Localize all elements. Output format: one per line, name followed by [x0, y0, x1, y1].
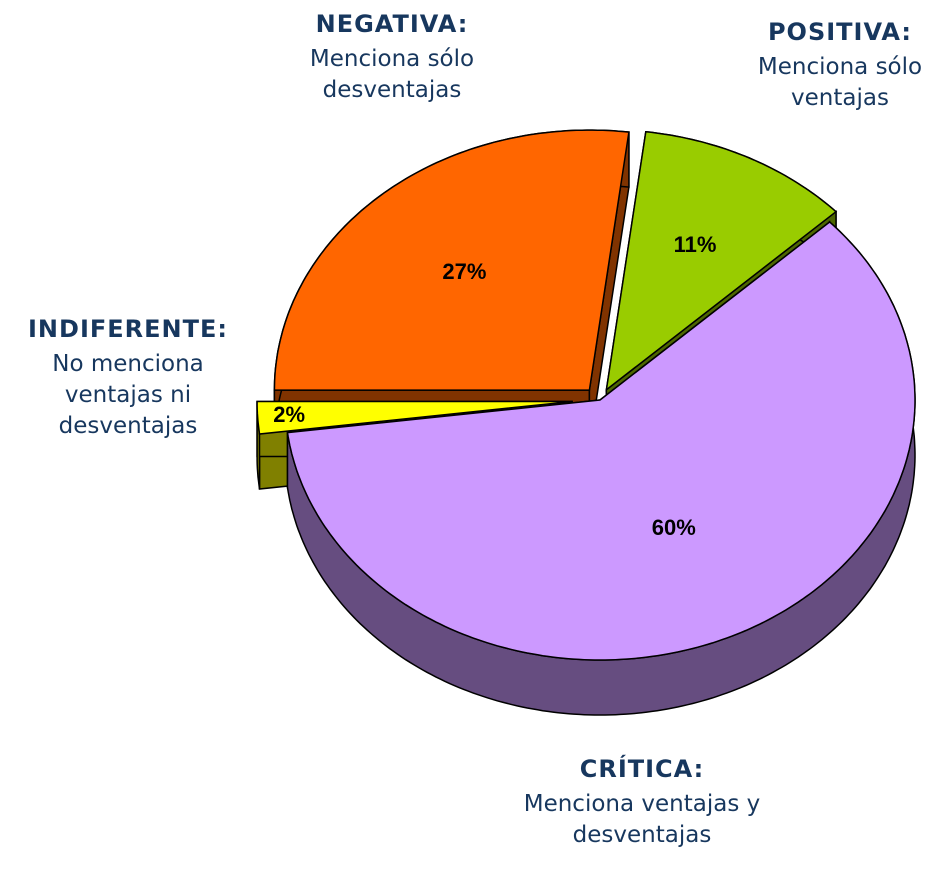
category-label: INDIFERENTE: No menciona ventajas ni desv… [28, 315, 228, 442]
data-label: 11% [674, 232, 717, 257]
data-label: 2% [273, 402, 305, 427]
category-label: NEGATIVA: Menciona sólo desventajas [277, 10, 507, 106]
data-label: 27% [442, 259, 486, 284]
category-name: NEGATIVA: [315, 10, 469, 38]
category-label: CRÍTICA: Menciona ventajas y desventajas [482, 755, 802, 851]
category-description: Menciona sólo desventajas [309, 46, 475, 103]
category-description: Menciona sólo ventajas [757, 54, 923, 111]
slice [273, 129, 630, 391]
category-name: INDIFERENTE: [28, 315, 228, 343]
category-label: POSITIVA: Menciona sólo ventajas [740, 18, 940, 114]
category-name: POSITIVA: [767, 18, 913, 46]
category-name: CRÍTICA: [579, 755, 705, 783]
category-description: Menciona ventajas y desventajas [523, 791, 761, 848]
category-description: No menciona ventajas ni desventajas [52, 351, 204, 439]
data-label: 60% [652, 515, 696, 540]
slice [256, 400, 573, 435]
slice [286, 221, 916, 661]
slice [605, 130, 838, 392]
